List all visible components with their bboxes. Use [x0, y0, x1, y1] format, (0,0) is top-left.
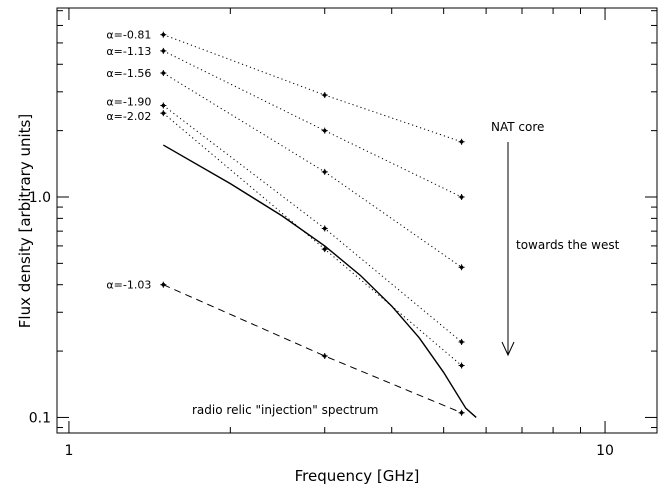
nat-core-annotation: NAT core [491, 120, 544, 134]
data-point [322, 247, 327, 251]
x-axis-title: Frequency [GHz] [295, 467, 420, 485]
spectral-index-label: α=-0.81 [106, 29, 151, 42]
data-point [161, 49, 166, 53]
spectral-index-label: α=-1.90 [106, 96, 151, 109]
data-point [161, 282, 166, 287]
series-line [163, 284, 462, 414]
spectral-index-label: α=-1.03 [106, 279, 151, 292]
model-curve [162, 144, 477, 418]
series-line [163, 112, 462, 366]
data-point [459, 139, 464, 144]
data-point [322, 170, 327, 174]
y-tick-label: 1.0 [29, 190, 51, 206]
injection-spectrum-annotation: radio relic "injection" spectrum [192, 403, 378, 417]
x-axis-ticks: 1 10 [64, 8, 614, 459]
series-line [163, 105, 462, 343]
data-point [459, 340, 464, 344]
series-labels-layer: α=-0.81 α=-1.13 α=-1.56 α=-1.90α=-2.02 α=-1.… [106, 29, 151, 292]
y-tick-label: 0.1 [29, 410, 51, 426]
data-point [161, 103, 166, 108]
series-line [163, 34, 462, 143]
data-point [459, 410, 464, 415]
x-tick-label: 1 [64, 443, 73, 459]
y-axis-title: Flux density [arbitrary units] [16, 114, 34, 328]
data-point [322, 93, 327, 97]
towards-west-annotation: towards the west [516, 238, 620, 252]
data-point [161, 111, 166, 115]
data-points-layer [160, 31, 465, 416]
x-tick-label: 10 [596, 443, 614, 459]
spectral-index-label: α=-1.56 [106, 67, 151, 80]
spectral-index-label: α=-2.02 [106, 110, 151, 123]
series-layer [162, 34, 477, 418]
plot-frame [56, 7, 658, 434]
data-point [459, 363, 464, 368]
data-point [322, 226, 327, 231]
data-point [322, 354, 327, 358]
westward-arrow-head [501, 341, 515, 357]
data-point [161, 71, 166, 75]
data-point [322, 128, 327, 133]
data-point [459, 195, 464, 199]
series-line [163, 50, 462, 198]
data-point [459, 265, 464, 270]
y-axis-ticks: 0.1 1.0 [29, 10, 657, 429]
data-point [161, 32, 166, 37]
spectral-index-label: α=-1.13 [106, 45, 151, 58]
